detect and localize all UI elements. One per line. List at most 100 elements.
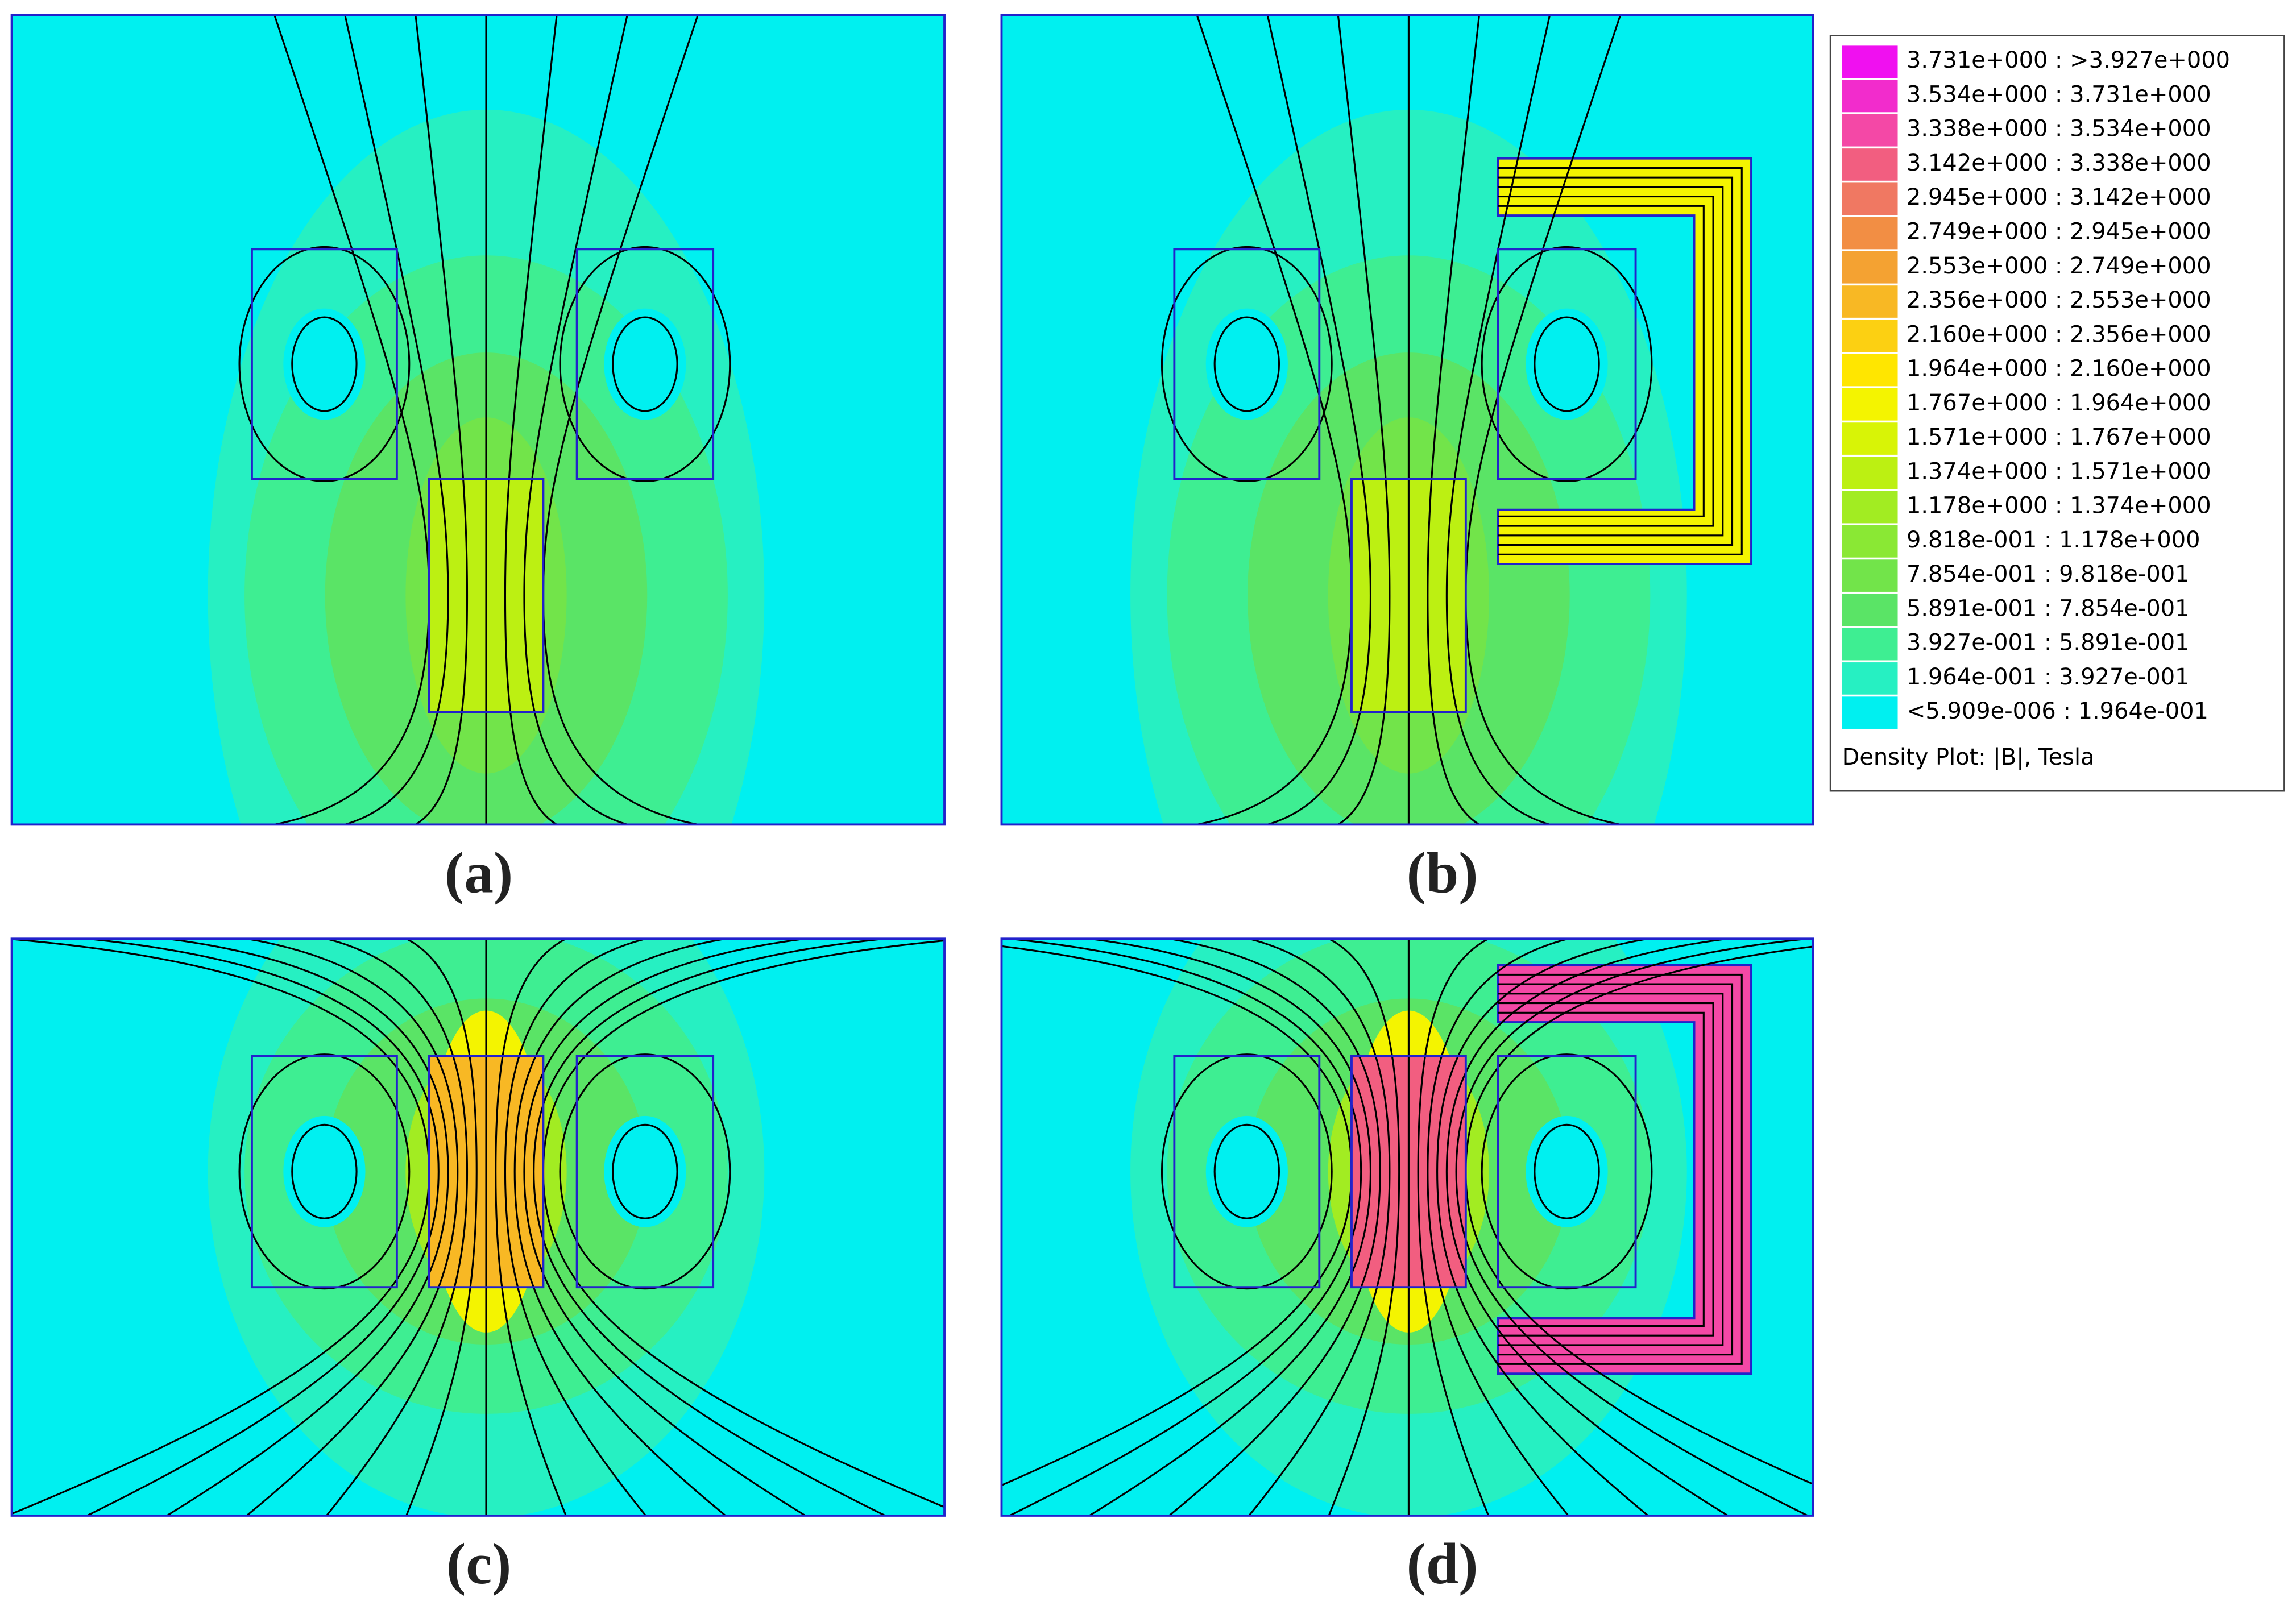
flux-line <box>1498 176 1734 546</box>
density-panel <box>1000 937 1814 1517</box>
legend-swatch <box>1842 45 1898 78</box>
core-frame <box>1350 1055 1467 1289</box>
legend-label: 1.374e+000 : 1.571e+000 <box>1907 458 2211 484</box>
panel-frame <box>10 14 946 826</box>
flux-line <box>1161 246 1333 483</box>
legend-swatch <box>1842 662 1898 695</box>
flux-line <box>1266 15 1371 825</box>
panels <box>10 14 1814 1517</box>
legend-label: 3.338e+000 : 3.534e+000 <box>1907 116 2211 142</box>
field-hole <box>283 308 366 420</box>
legend-label: 2.553e+000 : 2.749e+000 <box>1907 253 2211 279</box>
legend-swatch <box>1842 628 1898 661</box>
flux-line <box>513 939 727 1516</box>
yoke-frame <box>1497 157 1752 565</box>
flux-line <box>238 1053 411 1290</box>
flux-line <box>1481 246 1653 483</box>
field-hole <box>604 1115 686 1227</box>
flux-line <box>1161 1053 1333 1290</box>
legend-title: Density Plot: |B|, Tesla <box>1842 744 2095 770</box>
flux-line <box>1009 939 1362 1516</box>
core-frame <box>428 1055 545 1289</box>
field <box>1001 939 1813 1516</box>
flux-line <box>533 939 886 1516</box>
flux-line <box>1213 1123 1280 1219</box>
flux-line <box>504 939 646 1516</box>
density-panel <box>1000 14 1814 826</box>
flux-line <box>523 939 806 1516</box>
legend-swatch <box>1842 148 1898 181</box>
flux-line <box>1455 939 1808 1516</box>
legend: Density Plot: |B|, Tesla 3.731e+000 : >3… <box>1829 35 2285 792</box>
legend-label: 2.749e+000 : 2.945e+000 <box>1907 219 2211 245</box>
field-hole <box>604 308 686 420</box>
flux-line <box>1534 316 1600 412</box>
flux-line <box>612 1123 678 1219</box>
flux-line <box>1498 983 1734 1356</box>
legend-label: 3.534e+000 : 3.731e+000 <box>1907 81 2211 107</box>
legend-label: 3.142e+000 : 3.338e+000 <box>1907 150 2211 176</box>
legend-swatch <box>1842 594 1898 626</box>
flux-line <box>246 939 459 1516</box>
field-hole <box>1526 1115 1608 1227</box>
legend-label: 2.160e+000 : 2.356e+000 <box>1907 321 2211 347</box>
core-frame <box>428 478 545 713</box>
coil-frame <box>575 248 715 480</box>
coil-frame <box>251 248 398 480</box>
legend-swatch <box>1842 320 1898 352</box>
flux-line <box>1248 939 1391 1516</box>
flux-line <box>1089 939 1371 1516</box>
flux-line <box>1498 167 1743 555</box>
flux-line <box>86 939 440 1516</box>
flux-line <box>1445 15 1551 825</box>
flux-line <box>344 15 449 825</box>
legend-swatch <box>1842 354 1898 387</box>
coil-frame <box>1497 248 1637 480</box>
flux-line <box>1168 939 1381 1516</box>
flux-line <box>1417 939 1490 1516</box>
legend-label: 5.891e-001 : 7.854e-001 <box>1907 595 2190 621</box>
coil-frame <box>575 1055 715 1289</box>
panel-label: (c) <box>446 1532 511 1596</box>
panel-label: (d) <box>1407 1532 1478 1596</box>
legend-swatch <box>1842 80 1898 113</box>
yoke-field <box>1498 158 1752 565</box>
field-hole <box>1526 308 1608 420</box>
legend-label: 3.731e+000 : >3.927e+000 <box>1907 47 2230 73</box>
coil-frame <box>251 1055 398 1289</box>
legend-label: 1.964e-001 : 3.927e-001 <box>1907 664 2190 690</box>
panel-frame <box>1000 14 1814 826</box>
flux-line <box>291 316 358 412</box>
coil-frame <box>1173 248 1321 480</box>
field-hole <box>283 1115 366 1227</box>
legend-swatch <box>1842 525 1898 558</box>
flux-line <box>1498 1002 1714 1337</box>
panel-label: (a) <box>445 840 513 905</box>
flux-line <box>326 939 469 1516</box>
panel-label: (b) <box>1407 840 1478 905</box>
legend-label: 1.964e+000 : 2.160e+000 <box>1907 356 2211 382</box>
flux-line <box>1498 993 1724 1346</box>
flux-line <box>1337 15 1391 825</box>
flux-line <box>495 939 567 1516</box>
panel-frame <box>1000 937 1814 1517</box>
flux-line <box>166 939 449 1516</box>
coil-frame <box>1497 1055 1637 1289</box>
flux-line <box>1498 205 1705 517</box>
flux-line <box>523 15 628 825</box>
legend-swatch <box>1842 285 1898 318</box>
field <box>208 15 765 825</box>
coil-frame <box>1173 1055 1321 1289</box>
legend-label: 7.854e-001 : 9.818e-001 <box>1907 561 2190 587</box>
field-hole <box>1205 308 1288 420</box>
density-panel <box>10 937 946 1517</box>
flux-line <box>238 246 411 483</box>
legend-swatch <box>1842 388 1898 421</box>
legend-swatch <box>1842 457 1898 489</box>
yoke-frame <box>1497 964 1752 1375</box>
flux-line <box>1427 939 1569 1516</box>
flux-line <box>1498 186 1724 537</box>
legend-label: 2.945e+000 : 3.142e+000 <box>1907 184 2211 210</box>
legend-swatch <box>1842 182 1898 215</box>
panel-frame <box>10 937 946 1517</box>
